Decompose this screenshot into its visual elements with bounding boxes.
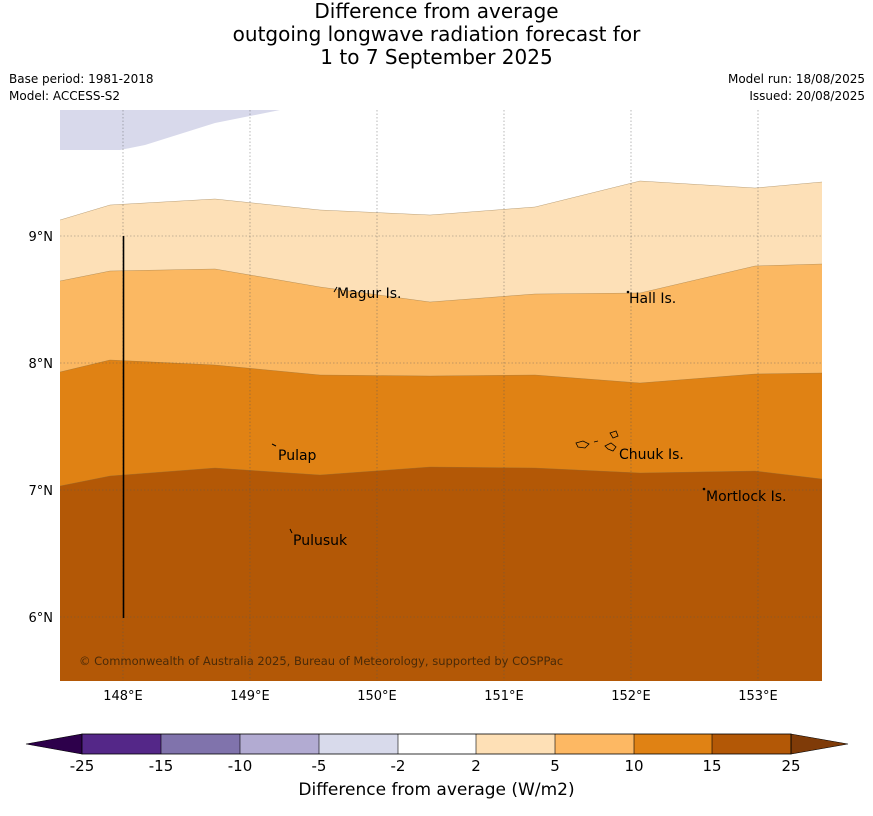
place-label-magur: Magur Is. <box>337 286 402 302</box>
place-label-hall: Hall Is. <box>629 291 676 307</box>
colorbar-bin-neg5-neg2 <box>319 734 398 754</box>
colorbar-tick-5: 2 <box>471 757 481 775</box>
model-name: Model: ACCESS-S2 <box>9 89 121 103</box>
colorbar-bin-neg2-2 <box>398 734 476 754</box>
place-label-pulap: Pulap <box>278 448 317 464</box>
meta-left: Base period: 1981-2018 Model: ACCESS-S2 <box>9 71 154 105</box>
colorbar-tick-6: 5 <box>550 757 560 775</box>
lon-tick-labels: 148°E 149°E 150°E 151°E 152°E 153°E <box>103 689 778 704</box>
colorbar-frame <box>81 733 792 755</box>
place-label-pulusuk: Pulusuk <box>293 533 348 549</box>
graticule <box>60 110 822 681</box>
colorbar-tick-7: 10 <box>624 757 643 775</box>
colorbar-extend-low <box>25 733 83 755</box>
place-label-chuuk: Chuuk Is. <box>619 447 684 463</box>
title-line-1: Difference from average <box>314 0 559 23</box>
colorbar-bin-5-10 <box>555 734 634 754</box>
colorbar-tick-3: -5 <box>312 757 327 775</box>
colorbar-bin-15-25 <box>712 734 791 754</box>
island-marker-pulap <box>271 443 277 447</box>
colorbar-bin-neg10-neg5 <box>240 734 319 754</box>
colorbar-label: Difference from average (W/m2) <box>298 780 575 800</box>
colorbar-dividers <box>160 734 713 754</box>
meta-right: Model run: 18/08/2025 Issued: 20/08/2025 <box>728 71 865 105</box>
base-period: Base period: 1981-2018 <box>9 72 154 86</box>
colorbar-bin-2-5 <box>476 734 555 754</box>
colorbar-tick-1: -15 <box>149 757 174 775</box>
map-title: Difference from average outgoing longwav… <box>0 0 873 69</box>
lon-tick-153: 153°E <box>738 689 778 704</box>
region-negative-patch <box>60 110 280 150</box>
lon-tick-148: 148°E <box>103 689 143 704</box>
lat-tick-labels: 9°N 8°N 7°N 6°N <box>29 230 54 626</box>
place-labels: Magur Is. Hall Is. Pulap Chuuk Is. Mortl… <box>278 286 786 549</box>
place-label-mortlock: Mortlock Is. <box>706 489 786 505</box>
colorbar-tick-9: 25 <box>781 757 800 775</box>
map-plot-area: Magur Is. Hall Is. Pulap Chuuk Is. Mortl… <box>60 110 822 681</box>
lat-tick-7: 7°N <box>29 484 54 499</box>
title-line-3: 1 to 7 September 2025 <box>320 45 553 69</box>
island-marker-magur <box>333 286 338 293</box>
colorbar: -25 -15 -10 -5 -2 2 5 10 15 25 <box>25 733 849 775</box>
colorbar-extend-high <box>790 733 849 755</box>
model-run: Model run: 18/08/2025 <box>727 72 865 86</box>
colorbar-tick-0: -25 <box>70 757 95 775</box>
lon-tick-150: 150°E <box>357 689 397 704</box>
lon-tick-149: 149°E <box>230 689 270 704</box>
colorbar-tick-4: -2 <box>391 757 406 775</box>
colorbar-tick-8: 15 <box>702 757 721 775</box>
contour-lines <box>60 180 822 487</box>
island-marker-pulusuk <box>289 528 293 534</box>
island-marker-chuuk <box>575 430 619 452</box>
lat-tick-9: 9°N <box>29 230 54 245</box>
lon-tick-151: 151°E <box>484 689 524 704</box>
island-marker-hall <box>626 290 630 294</box>
colorbar-tick-2: -10 <box>228 757 253 775</box>
lon-tick-152: 152°E <box>611 689 651 704</box>
lat-tick-6: 6°N <box>29 611 54 626</box>
colorbar-bin-10-15 <box>634 734 712 754</box>
copyright-notice: © Commonwealth of Australia 2025, Bureau… <box>79 654 563 668</box>
colorbar-ticks: -25 -15 -10 -5 -2 2 5 10 15 25 <box>70 757 801 775</box>
colorbar-bin-neg15-neg10 <box>161 734 240 754</box>
region-15-25 <box>60 467 822 681</box>
lat-tick-8: 8°N <box>29 357 54 372</box>
island-markers <box>271 286 706 534</box>
issued-date: Issued: 20/08/2025 <box>749 89 865 103</box>
island-marker-mortlock <box>702 487 706 491</box>
title-line-2: outgoing longwave radiation forecast for <box>232 22 641 46</box>
colorbar-bin-neg25-neg15 <box>82 734 161 754</box>
